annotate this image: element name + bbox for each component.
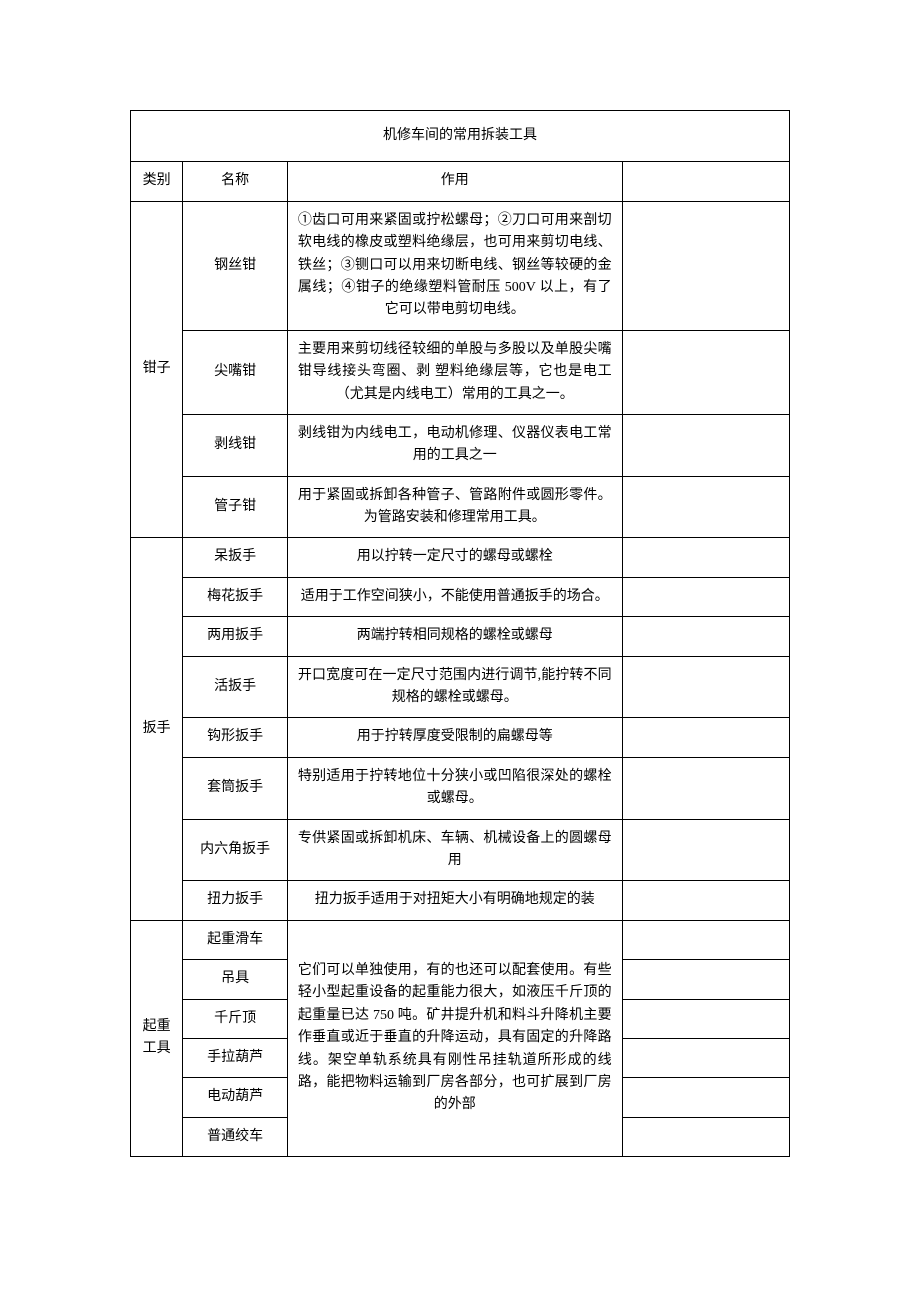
- image-cell: [622, 476, 789, 538]
- name-cell: 扭力扳手: [183, 881, 288, 920]
- category-cell: 钳子: [131, 201, 183, 538]
- table-row: 梅花扳手 适用于工作空间狭小，不能使用普通扳手的场合。: [131, 577, 790, 616]
- name-cell: 呆扳手: [183, 538, 288, 577]
- desc-cell: 用于紧固或拆卸各种管子、管路附件或圆形零件。为管路安装和修理常用工具。: [287, 476, 622, 538]
- image-cell: [622, 718, 789, 757]
- name-cell: 套筒扳手: [183, 757, 288, 819]
- name-cell: 剥线钳: [183, 414, 288, 476]
- category-cell: 扳手: [131, 538, 183, 920]
- image-cell: [622, 1078, 789, 1117]
- desc-cell: ①齿口可用来紧固或拧松螺母；②刀口可用来剖切软电线的橡皮或塑料绝缘层，也可用来剪…: [287, 201, 622, 330]
- image-cell: [622, 201, 789, 330]
- table-row: 尖嘴钳 主要用来剪切线径较细的单股与多股以及单股尖嘴钳导线接头弯圈、剥 塑料绝缘…: [131, 330, 790, 414]
- name-cell: 吊具: [183, 960, 288, 999]
- table-row: 扭力扳手 扭力扳手适用于对扭矩大小有明确地规定的装: [131, 881, 790, 920]
- table-row: 扳手 呆扳手 用以拧转一定尺寸的螺母或螺栓: [131, 538, 790, 577]
- desc-cell: 主要用来剪切线径较细的单股与多股以及单股尖嘴钳导线接头弯圈、剥 塑料绝缘层等，它…: [287, 330, 622, 414]
- table-row: 管子钳 用于紧固或拆卸各种管子、管路附件或圆形零件。为管路安装和修理常用工具。: [131, 476, 790, 538]
- image-cell: [622, 617, 789, 656]
- tools-table: 机修车间的常用拆装工具 类别 名称 作用 钳子 钢丝钳 ①齿口可用来紧固或拧松螺…: [130, 110, 790, 1157]
- header-image: [622, 162, 789, 201]
- desc-cell: 专供紧固或拆卸机床、车辆、机械设备上的圆螺母用: [287, 819, 622, 881]
- table-row: 起重工具 起重滑车 它们可以单独使用，有的也还可以配套使用。有些轻小型起重设备的…: [131, 920, 790, 959]
- image-cell: [622, 960, 789, 999]
- name-cell: 起重滑车: [183, 920, 288, 959]
- image-cell: [622, 1117, 789, 1156]
- table-row: 剥线钳 剥线钳为内线电工，电动机修理、仪器仪表电工常用的工具之一: [131, 414, 790, 476]
- name-cell: 钢丝钳: [183, 201, 288, 330]
- image-cell: [622, 819, 789, 881]
- desc-cell: 开口宽度可在一定尺寸范围内进行调节,能拧转不同规格的螺栓或螺母。: [287, 656, 622, 718]
- desc-cell: 用于拧转厚度受限制的扁螺母等: [287, 718, 622, 757]
- table-row: 两用扳手 两端拧转相同规格的螺栓或螺母: [131, 617, 790, 656]
- image-cell: [622, 757, 789, 819]
- table-row: 活扳手 开口宽度可在一定尺寸范围内进行调节,能拧转不同规格的螺栓或螺母。: [131, 656, 790, 718]
- image-cell: [622, 577, 789, 616]
- table-row: 钩形扳手 用于拧转厚度受限制的扁螺母等: [131, 718, 790, 757]
- name-cell: 内六角扳手: [183, 819, 288, 881]
- image-cell: [622, 330, 789, 414]
- desc-cell: 扭力扳手适用于对扭矩大小有明确地规定的装: [287, 881, 622, 920]
- name-cell: 梅花扳手: [183, 577, 288, 616]
- title-row: 机修车间的常用拆装工具: [131, 111, 790, 162]
- name-cell: 电动葫芦: [183, 1078, 288, 1117]
- image-cell: [622, 920, 789, 959]
- name-cell: 手拉葫芦: [183, 1038, 288, 1077]
- image-cell: [622, 999, 789, 1038]
- header-function: 作用: [287, 162, 622, 201]
- name-cell: 管子钳: [183, 476, 288, 538]
- header-category: 类别: [131, 162, 183, 201]
- image-cell: [622, 538, 789, 577]
- name-cell: 普通绞车: [183, 1117, 288, 1156]
- table-row: 内六角扳手 专供紧固或拆卸机床、车辆、机械设备上的圆螺母用: [131, 819, 790, 881]
- desc-cell: 剥线钳为内线电工，电动机修理、仪器仪表电工常用的工具之一: [287, 414, 622, 476]
- table-row: 套筒扳手 特别适用于拧转地位十分狭小或凹陷很深处的螺栓或螺母。: [131, 757, 790, 819]
- desc-cell: 适用于工作空间狭小，不能使用普通扳手的场合。: [287, 577, 622, 616]
- name-cell: 两用扳手: [183, 617, 288, 656]
- desc-cell: 用以拧转一定尺寸的螺母或螺栓: [287, 538, 622, 577]
- category-cell: 起重工具: [131, 920, 183, 1156]
- image-cell: [622, 414, 789, 476]
- name-cell: 钩形扳手: [183, 718, 288, 757]
- table-row: 钳子 钢丝钳 ①齿口可用来紧固或拧松螺母；②刀口可用来剖切软电线的橡皮或塑料绝缘…: [131, 201, 790, 330]
- image-cell: [622, 1038, 789, 1077]
- desc-cell: 它们可以单独使用，有的也还可以配套使用。有些轻小型起重设备的起重能力很大，如液压…: [287, 920, 622, 1156]
- header-name: 名称: [183, 162, 288, 201]
- desc-cell: 两端拧转相同规格的螺栓或螺母: [287, 617, 622, 656]
- desc-cell: 特别适用于拧转地位十分狭小或凹陷很深处的螺栓或螺母。: [287, 757, 622, 819]
- name-cell: 尖嘴钳: [183, 330, 288, 414]
- name-cell: 千斤顶: [183, 999, 288, 1038]
- image-cell: [622, 881, 789, 920]
- table-title: 机修车间的常用拆装工具: [131, 111, 790, 162]
- header-row: 类别 名称 作用: [131, 162, 790, 201]
- image-cell: [622, 656, 789, 718]
- name-cell: 活扳手: [183, 656, 288, 718]
